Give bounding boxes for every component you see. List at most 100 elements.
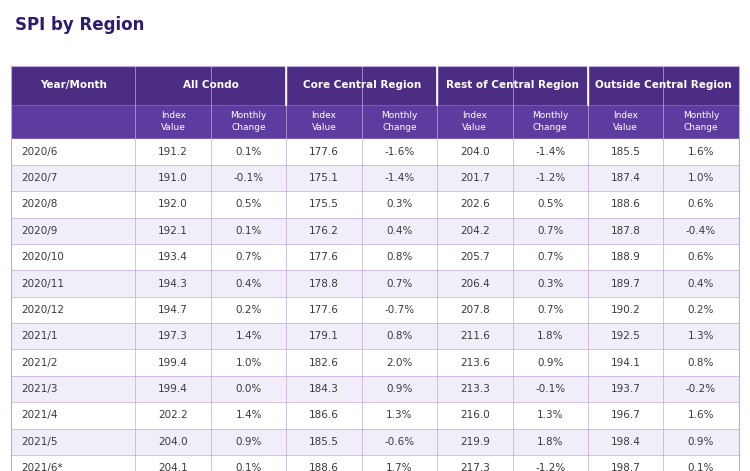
Text: 188.9: 188.9 bbox=[610, 252, 640, 262]
Text: 182.6: 182.6 bbox=[309, 357, 339, 368]
Text: 0.7%: 0.7% bbox=[386, 278, 412, 289]
Bar bbox=[11, 66, 739, 105]
Text: 193.4: 193.4 bbox=[158, 252, 188, 262]
Bar bbox=[11, 138, 739, 165]
Text: Index
Value: Index Value bbox=[462, 112, 488, 131]
Text: 219.9: 219.9 bbox=[460, 437, 490, 447]
Text: 0.7%: 0.7% bbox=[537, 305, 563, 315]
Text: 1.4%: 1.4% bbox=[236, 331, 262, 341]
Text: 1.4%: 1.4% bbox=[236, 410, 262, 421]
Bar bbox=[11, 376, 739, 402]
Text: 1.8%: 1.8% bbox=[537, 437, 563, 447]
Text: 2020/9: 2020/9 bbox=[21, 226, 57, 236]
Text: 2020/11: 2020/11 bbox=[21, 278, 64, 289]
Text: -0.7%: -0.7% bbox=[384, 305, 415, 315]
Text: 2.0%: 2.0% bbox=[386, 357, 412, 368]
Text: 211.6: 211.6 bbox=[460, 331, 490, 341]
Text: 2021/6*: 2021/6* bbox=[21, 463, 62, 471]
Text: 175.5: 175.5 bbox=[309, 199, 339, 210]
Text: 0.3%: 0.3% bbox=[386, 199, 412, 210]
Text: 207.8: 207.8 bbox=[460, 305, 490, 315]
Text: 199.4: 199.4 bbox=[158, 357, 188, 368]
Text: 185.5: 185.5 bbox=[309, 437, 339, 447]
Text: 0.8%: 0.8% bbox=[386, 252, 412, 262]
Text: -0.4%: -0.4% bbox=[686, 226, 716, 236]
Text: 175.1: 175.1 bbox=[309, 173, 339, 183]
Text: Year/Month: Year/Month bbox=[40, 80, 106, 90]
Text: 201.7: 201.7 bbox=[460, 173, 490, 183]
Text: 192.0: 192.0 bbox=[158, 199, 188, 210]
Text: SPI by Region: SPI by Region bbox=[15, 16, 144, 34]
Text: 187.8: 187.8 bbox=[610, 226, 640, 236]
Text: 199.4: 199.4 bbox=[158, 384, 188, 394]
Bar bbox=[11, 244, 739, 270]
Text: All Condo: All Condo bbox=[183, 80, 238, 90]
Text: 188.6: 188.6 bbox=[309, 463, 339, 471]
Text: -0.1%: -0.1% bbox=[233, 173, 264, 183]
Text: 185.5: 185.5 bbox=[610, 146, 640, 157]
Text: 190.2: 190.2 bbox=[610, 305, 640, 315]
Text: 0.9%: 0.9% bbox=[688, 437, 714, 447]
Bar bbox=[11, 270, 739, 297]
Text: 0.9%: 0.9% bbox=[386, 384, 412, 394]
Text: 177.6: 177.6 bbox=[309, 146, 339, 157]
Text: 197.3: 197.3 bbox=[158, 331, 188, 341]
Text: Monthly
Change: Monthly Change bbox=[682, 112, 719, 131]
Text: Monthly
Change: Monthly Change bbox=[532, 112, 568, 131]
Text: 0.9%: 0.9% bbox=[537, 357, 563, 368]
Text: 2020/12: 2020/12 bbox=[21, 305, 64, 315]
Text: Core Central Region: Core Central Region bbox=[302, 80, 421, 90]
Text: 186.6: 186.6 bbox=[309, 410, 339, 421]
Text: 0.6%: 0.6% bbox=[688, 252, 714, 262]
Text: 0.5%: 0.5% bbox=[537, 199, 563, 210]
Text: 192.1: 192.1 bbox=[158, 226, 188, 236]
Text: 187.4: 187.4 bbox=[610, 173, 640, 183]
Text: 1.6%: 1.6% bbox=[688, 146, 714, 157]
Text: 0.3%: 0.3% bbox=[537, 278, 563, 289]
Text: 0.8%: 0.8% bbox=[386, 331, 412, 341]
Text: 1.7%: 1.7% bbox=[386, 463, 412, 471]
Text: Monthly
Change: Monthly Change bbox=[381, 112, 418, 131]
Bar bbox=[11, 105, 739, 138]
Text: 0.6%: 0.6% bbox=[688, 199, 714, 210]
Text: 194.7: 194.7 bbox=[158, 305, 188, 315]
Text: 0.1%: 0.1% bbox=[688, 463, 714, 471]
Bar bbox=[11, 429, 739, 455]
Text: Monthly
Change: Monthly Change bbox=[230, 112, 267, 131]
Text: 2021/2: 2021/2 bbox=[21, 357, 58, 368]
Bar bbox=[11, 218, 739, 244]
Text: 177.6: 177.6 bbox=[309, 252, 339, 262]
Text: 0.0%: 0.0% bbox=[236, 384, 262, 394]
Bar bbox=[11, 165, 739, 191]
Text: 198.7: 198.7 bbox=[610, 463, 640, 471]
Text: -1.4%: -1.4% bbox=[384, 173, 415, 183]
Text: 184.3: 184.3 bbox=[309, 384, 339, 394]
Text: 1.8%: 1.8% bbox=[537, 331, 563, 341]
Text: 198.4: 198.4 bbox=[610, 437, 640, 447]
Text: 216.0: 216.0 bbox=[460, 410, 490, 421]
Bar bbox=[11, 191, 739, 218]
Text: 179.1: 179.1 bbox=[309, 331, 339, 341]
Text: Rest of Central Region: Rest of Central Region bbox=[446, 80, 579, 90]
Text: 206.4: 206.4 bbox=[460, 278, 490, 289]
Text: 2021/3: 2021/3 bbox=[21, 384, 58, 394]
Text: 1.6%: 1.6% bbox=[688, 410, 714, 421]
Text: 2020/8: 2020/8 bbox=[21, 199, 57, 210]
Text: 1.3%: 1.3% bbox=[688, 331, 714, 341]
Text: 2020/10: 2020/10 bbox=[21, 252, 64, 262]
Text: 2021/1: 2021/1 bbox=[21, 331, 58, 341]
Text: 0.9%: 0.9% bbox=[236, 437, 262, 447]
Text: 202.6: 202.6 bbox=[460, 199, 490, 210]
Bar bbox=[11, 349, 739, 376]
Bar bbox=[11, 402, 739, 429]
Text: -0.2%: -0.2% bbox=[686, 384, 716, 394]
Text: -1.2%: -1.2% bbox=[535, 463, 566, 471]
Text: Outside Central Region: Outside Central Region bbox=[595, 80, 732, 90]
Text: 213.6: 213.6 bbox=[460, 357, 490, 368]
Text: 1.3%: 1.3% bbox=[537, 410, 563, 421]
Text: 204.0: 204.0 bbox=[158, 437, 188, 447]
Text: 0.7%: 0.7% bbox=[537, 252, 563, 262]
Text: 2020/7: 2020/7 bbox=[21, 173, 57, 183]
Text: 176.2: 176.2 bbox=[309, 226, 339, 236]
Text: Index
Value: Index Value bbox=[311, 112, 337, 131]
